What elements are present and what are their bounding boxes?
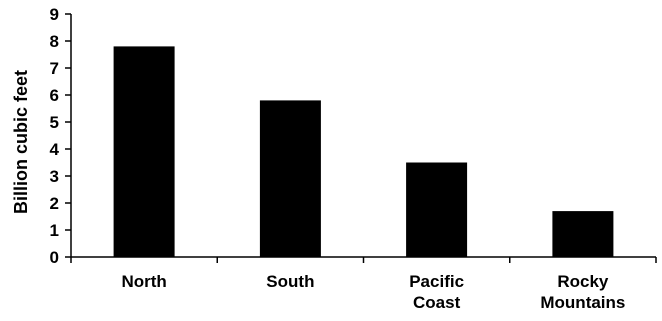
bar [259, 100, 321, 258]
bar [113, 46, 175, 258]
x-tick-label: South [266, 272, 314, 291]
plot-area: 0 1 2 3 4 5 6 7 8 9 North South Pacific Coast Rocky Mou… [50, 5, 657, 312]
x-tick-label: Rocky Mountains [540, 272, 625, 312]
y-tick-label: 9 [50, 5, 59, 24]
y-tick-label: 7 [50, 59, 59, 78]
y-tick-label: 8 [50, 32, 59, 51]
bar [552, 211, 614, 257]
x-tick-label: North [121, 272, 166, 291]
y-tick-label: 4 [50, 140, 60, 159]
y-tick-label: 1 [50, 221, 59, 240]
bar [406, 162, 468, 257]
y-tick-label: 6 [50, 86, 59, 105]
y-tick-label: 0 [50, 248, 59, 267]
y-axis-title: Billion cubic feet [11, 70, 31, 214]
y-tick-label: 2 [50, 194, 59, 213]
x-tick-label: Pacific Coast [409, 272, 464, 312]
y-tick-label: 3 [50, 167, 59, 186]
y-tick-label: 5 [50, 113, 59, 132]
